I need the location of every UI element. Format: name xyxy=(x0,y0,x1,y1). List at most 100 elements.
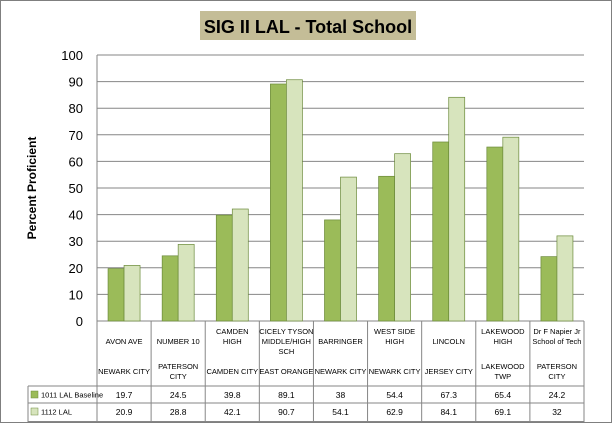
data-label: 42.1 xyxy=(224,407,241,417)
category-school-name: CICELY TYSON xyxy=(259,327,313,336)
bar xyxy=(540,256,558,322)
y-tick-label: 30 xyxy=(69,234,83,249)
y-tick-label: 10 xyxy=(69,287,83,302)
y-tick-label: 80 xyxy=(69,101,83,116)
bar xyxy=(270,83,287,322)
y-axis-tick-labels: 0 10 20 30 40 50 60 70 80 90 100 xyxy=(61,48,83,329)
bar xyxy=(448,96,466,322)
bar xyxy=(324,219,341,322)
category-district-name: PATERSON xyxy=(537,362,577,371)
category-school-name: BARRINGER xyxy=(318,337,363,346)
category-district-name: NEWARK CITY xyxy=(315,367,367,376)
y-tick-label: 70 xyxy=(69,128,83,143)
data-label: 32 xyxy=(552,407,562,417)
category-district-name: LAKEWOOD xyxy=(481,362,525,371)
bar xyxy=(107,268,125,322)
category-district-name: CITY xyxy=(548,372,565,381)
category-school-name: WEST SIDE xyxy=(374,327,415,336)
category-school-name: SCH xyxy=(278,347,294,356)
category-district-name: NEWARK CITY xyxy=(98,367,150,376)
category-school-name: HIGH xyxy=(493,337,512,346)
bars xyxy=(107,79,574,322)
y-tick-label: 100 xyxy=(61,48,83,63)
data-label: 24.2 xyxy=(549,390,566,400)
category-district-name: JERSEY CITY xyxy=(425,367,473,376)
category-district-name: NEWARK CITY xyxy=(369,367,421,376)
bar xyxy=(123,265,141,322)
legend-key xyxy=(30,407,39,416)
data-label: 28.8 xyxy=(170,407,187,417)
category-school-name: HIGH xyxy=(223,337,242,346)
y-tick-label: 60 xyxy=(69,154,83,169)
category-school-name: HIGH xyxy=(385,337,404,346)
data-label: 54.1 xyxy=(332,407,349,417)
category-school-name: MIDDLE/HIGH xyxy=(262,337,311,346)
data-label: 65.4 xyxy=(495,390,512,400)
y-tick-label: 90 xyxy=(69,75,83,90)
data-label: 62.9 xyxy=(386,407,403,417)
data-label: 39.8 xyxy=(224,390,241,400)
series-2-bars xyxy=(123,79,574,322)
data-label: 20.9 xyxy=(116,407,133,417)
y-tick-label: 20 xyxy=(69,261,83,276)
y-axis-label: Percent Proficient xyxy=(25,137,39,240)
category-school-name: LINCOLN xyxy=(432,337,465,346)
category-label: AVON AVE NEWARK CITY xyxy=(98,337,150,376)
data-label: 84.1 xyxy=(440,407,457,417)
data-label: 19.7 xyxy=(116,390,133,400)
data-table: 1011 LAL Baseline 19.7 24.5 39.8 89.1 38 54.4 6… xyxy=(27,55,585,422)
data-label: 69.1 xyxy=(495,407,512,417)
bar xyxy=(215,214,233,322)
bar xyxy=(286,79,303,322)
category-school-name: LAKEWOOD xyxy=(481,327,525,336)
legend-entry: 1112 LAL xyxy=(41,408,72,417)
data-label: 67.3 xyxy=(440,390,457,400)
category-district-name: CITY xyxy=(170,372,187,381)
chart-title-group: SIG II LAL - Total School xyxy=(200,11,416,40)
category-school-name: School of Tech xyxy=(532,337,581,346)
bar xyxy=(432,141,450,322)
table-row-series-1: 1011 LAL Baseline 19.7 24.5 39.8 89.1 38 54.4 6… xyxy=(30,390,566,400)
y-tick-label: 0 xyxy=(76,314,83,329)
data-label: 90.7 xyxy=(278,407,295,417)
category-school-name: Dr F Napier Jr xyxy=(533,327,581,336)
category-district-name: TWP xyxy=(494,372,511,381)
category-school-name: NUMBER 10 xyxy=(157,337,200,346)
category-district-name: CAMDEN CITY xyxy=(206,367,258,376)
data-label: 24.5 xyxy=(170,390,187,400)
bar xyxy=(556,235,574,322)
bar xyxy=(340,176,357,322)
bar xyxy=(394,153,411,322)
category-school-name: AVON AVE xyxy=(106,337,143,346)
chart-title-box xyxy=(200,11,416,40)
data-label: 38 xyxy=(336,390,346,400)
bar xyxy=(502,136,520,322)
bar xyxy=(177,244,195,322)
series-1-bars xyxy=(107,83,558,322)
category-district-name: EAST ORANGE xyxy=(259,367,313,376)
bar xyxy=(486,146,504,322)
chart-title: SIG II LAL - Total School xyxy=(204,17,412,37)
bar xyxy=(231,208,249,322)
bar xyxy=(378,175,395,322)
data-label: 54.4 xyxy=(386,390,403,400)
category-label: LINCOLN JERSEY CITY xyxy=(425,337,473,376)
legend-entry: 1011 LAL Baseline xyxy=(41,391,103,400)
bar xyxy=(161,255,179,322)
category-district-name: PATERSON xyxy=(158,362,198,371)
data-label: 89.1 xyxy=(278,390,295,400)
table-row-series-2: 1112 LAL 20.9 28.8 42.1 90.7 54.1 62.9 84.1 69.1… xyxy=(30,407,562,417)
legend-key xyxy=(30,390,39,399)
category-school-name: CAMDEN xyxy=(216,327,249,336)
category-label: BARRINGER NEWARK CITY xyxy=(315,337,367,376)
y-tick-label: 50 xyxy=(69,181,83,196)
